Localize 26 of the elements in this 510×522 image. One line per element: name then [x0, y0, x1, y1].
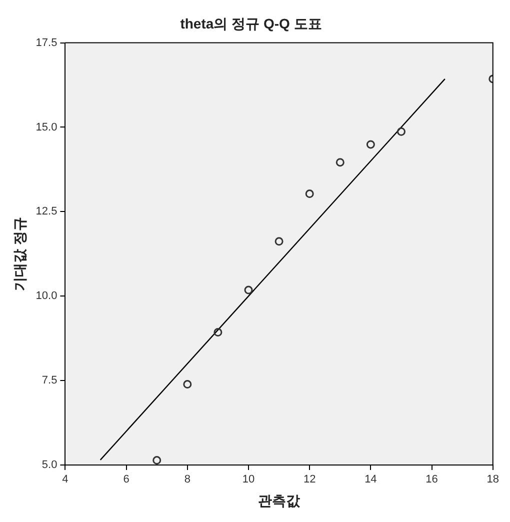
- point: [305, 190, 314, 198]
- y-axis-title: 기대값 정규: [11, 216, 28, 291]
- point: [214, 328, 222, 337]
- x-tick-label: 8: [184, 474, 190, 486]
- y-tick-label: 10.0: [36, 290, 58, 302]
- y-tick-label: 12.5: [36, 206, 58, 218]
- point: [274, 237, 284, 246]
- point: [244, 286, 253, 294]
- point: [336, 158, 344, 167]
- point: [396, 127, 406, 136]
- x-tick-label: 10: [242, 474, 255, 486]
- y-tick-label: 7.5: [42, 374, 58, 387]
- x-tick-label: 16: [426, 474, 438, 486]
- chart-title: theta의 정규 Q-Q 도표: [180, 15, 322, 32]
- x-axis-title: 관측값: [258, 492, 302, 508]
- x-tick-label: 12: [303, 474, 316, 486]
- y-tick-label: 5.0: [42, 459, 58, 472]
- x-tick-label: 18: [486, 474, 500, 486]
- point: [366, 140, 375, 149]
- x-tick-label: 4: [62, 474, 68, 486]
- point: [152, 456, 162, 465]
- point: [183, 380, 192, 389]
- y-tick-label: 15.0: [36, 121, 58, 134]
- x-tick-label: 6: [123, 474, 130, 486]
- y-tick-label: 17.5: [36, 36, 58, 49]
- x-tick-label: 14: [364, 474, 377, 486]
